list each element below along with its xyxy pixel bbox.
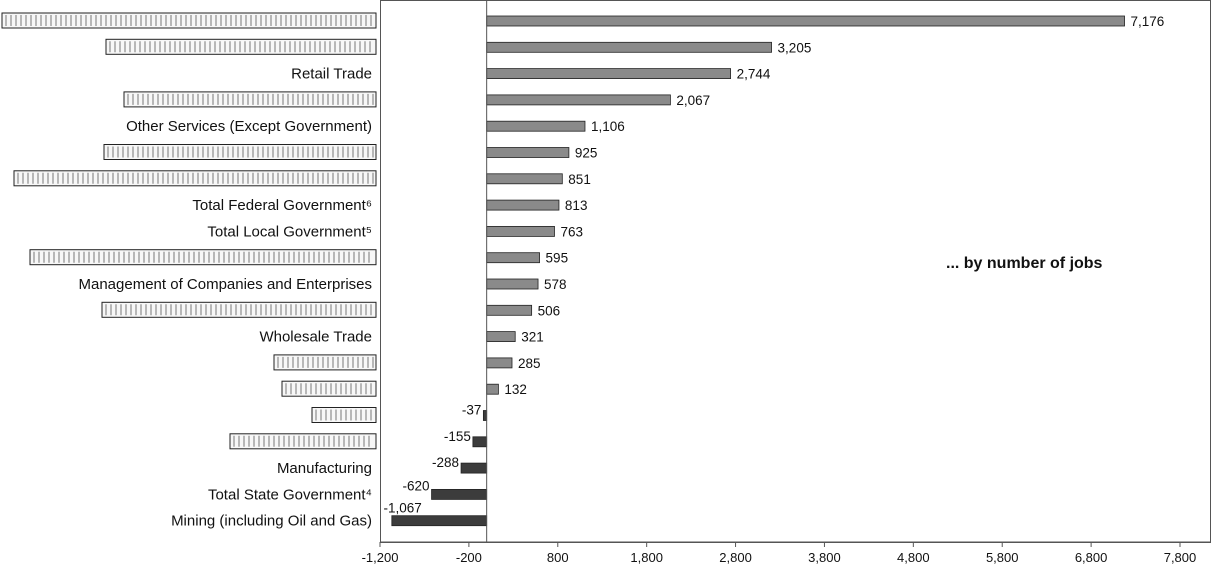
value-label: 763	[560, 224, 583, 239]
value-label: 813	[565, 198, 588, 213]
value-label: 1,106	[591, 119, 625, 134]
value-label: 2,067	[676, 93, 710, 108]
bar	[487, 69, 731, 79]
category-label: Total Local Government⁵	[207, 223, 372, 240]
redaction-box	[274, 355, 376, 370]
redacted-label	[14, 171, 376, 186]
category-label: Manufacturing	[277, 460, 372, 477]
bar	[487, 95, 671, 105]
bar	[461, 463, 487, 473]
bar	[487, 121, 585, 131]
chart-annotation: ... by number of jobs	[946, 255, 1103, 272]
x-tick-label: 2,800	[719, 550, 752, 565]
bar	[487, 332, 516, 342]
value-label: -155	[444, 429, 471, 444]
redacted-label	[30, 250, 376, 265]
value-label: -1,067	[384, 501, 422, 516]
redacted-label	[230, 434, 376, 449]
bar	[473, 437, 487, 447]
redaction-box	[104, 145, 376, 160]
x-tick-label: 800	[547, 550, 569, 565]
value-label: -620	[403, 478, 430, 493]
redaction-box	[2, 13, 376, 28]
category-labels: Retail Trade Other Services (Except Gover…	[2, 13, 376, 530]
bar	[432, 489, 487, 499]
bar	[487, 200, 559, 210]
bar	[487, 148, 569, 158]
redacted-label	[102, 302, 376, 317]
bar	[487, 279, 538, 289]
category-label: Retail Trade	[291, 66, 372, 83]
bar	[392, 516, 487, 526]
x-tick-label: 6,800	[1075, 550, 1108, 565]
bar	[487, 226, 555, 236]
bar	[487, 358, 512, 368]
value-label: 578	[544, 277, 567, 292]
x-tick-label: 5,800	[986, 550, 1019, 565]
x-tick-label: -200	[456, 550, 482, 565]
value-label: -37	[462, 403, 482, 418]
value-label: 506	[538, 303, 561, 318]
value-label: -288	[432, 455, 459, 470]
bar	[487, 174, 563, 184]
value-label: 851	[568, 172, 591, 187]
bar	[487, 384, 499, 394]
category-label: Management of Companies and Enterprises	[79, 276, 373, 293]
category-label: Other Services (Except Government)	[126, 118, 372, 135]
bar	[487, 305, 532, 315]
value-label: 321	[521, 330, 544, 345]
x-tick-label: -1,200	[362, 550, 399, 565]
redacted-label	[274, 355, 376, 370]
value-label: 2,744	[737, 67, 771, 82]
value-label: 3,205	[778, 40, 812, 55]
redacted-label	[124, 92, 376, 107]
redaction-box	[102, 302, 376, 317]
redacted-label	[312, 408, 376, 423]
value-label: 595	[546, 251, 569, 266]
category-label: Total State Government⁴	[208, 486, 372, 503]
bar	[487, 42, 772, 52]
bar	[487, 16, 1125, 26]
x-tick-label: 7,800	[1164, 550, 1197, 565]
x-tick-label: 4,800	[897, 550, 930, 565]
redacted-label	[282, 381, 376, 396]
category-label: Wholesale Trade	[259, 329, 372, 346]
x-tick-label: 1,800	[630, 550, 663, 565]
value-label: 132	[504, 382, 527, 397]
bar	[487, 253, 540, 263]
redacted-label	[2, 13, 376, 28]
value-label: 7,176	[1131, 14, 1165, 29]
redacted-label	[104, 145, 376, 160]
value-label: 285	[518, 356, 541, 371]
x-tick-label: 3,800	[808, 550, 841, 565]
value-label: 925	[575, 146, 598, 161]
category-label: Total Federal Government⁶	[192, 197, 372, 214]
category-label: Mining (including Oil and Gas)	[171, 513, 372, 530]
redacted-label	[106, 39, 376, 54]
